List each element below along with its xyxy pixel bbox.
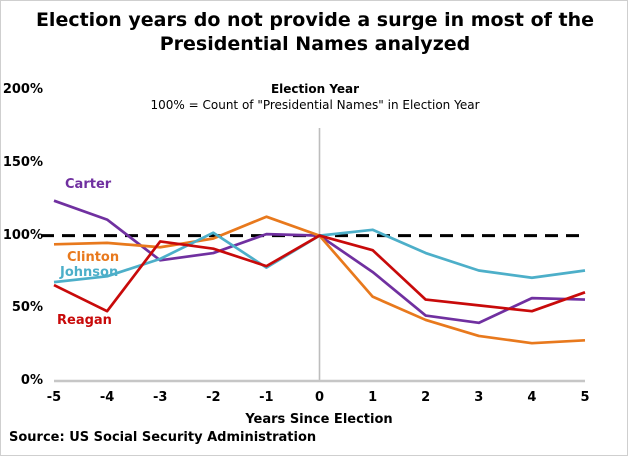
y-tick-label: 50% bbox=[11, 300, 43, 316]
x-tick-label: 0 bbox=[314, 390, 325, 405]
chart-title-line1: Election years do not provide a surge in… bbox=[35, 9, 595, 31]
chart-subtitle-note: 100% = Count of "Presidential Names" in … bbox=[150, 98, 480, 112]
chart-title: Election years do not provide a surge in… bbox=[1, 8, 627, 56]
y-tick-label: 200% bbox=[2, 82, 43, 98]
x-tick-label: -5 bbox=[46, 390, 62, 405]
x-tick-label: 1 bbox=[368, 390, 378, 405]
x-tick-label: 2 bbox=[421, 390, 431, 405]
x-tick-label: 5 bbox=[580, 390, 590, 405]
chart-title-line2: Presidential Names analyzed bbox=[159, 33, 471, 55]
chart-subtitle-heading: Election Year bbox=[270, 82, 360, 96]
series-label-johnson: Johnson bbox=[60, 265, 119, 280]
x-tick-label: 4 bbox=[527, 390, 537, 405]
x-tick-label: -2 bbox=[206, 390, 221, 405]
x-tick-label: -1 bbox=[259, 390, 274, 405]
x-tick-label: 3 bbox=[474, 390, 484, 405]
x-tick-label: -4 bbox=[99, 390, 115, 405]
series-label-carter: Carter bbox=[65, 177, 112, 192]
source-note: Source: US Social Security Administratio… bbox=[9, 430, 317, 445]
y-tick-label: 100% bbox=[2, 227, 43, 243]
series-label-reagan: Reagan bbox=[57, 313, 112, 328]
y-tick-label: 0% bbox=[20, 373, 43, 388]
x-axis-title: Years Since Election bbox=[245, 412, 393, 427]
series-line-reagan bbox=[53, 234, 586, 313]
series-label-clinton: Clinton bbox=[67, 250, 120, 265]
x-tick-label: -3 bbox=[152, 390, 168, 405]
y-tick-label: 150% bbox=[2, 154, 43, 170]
